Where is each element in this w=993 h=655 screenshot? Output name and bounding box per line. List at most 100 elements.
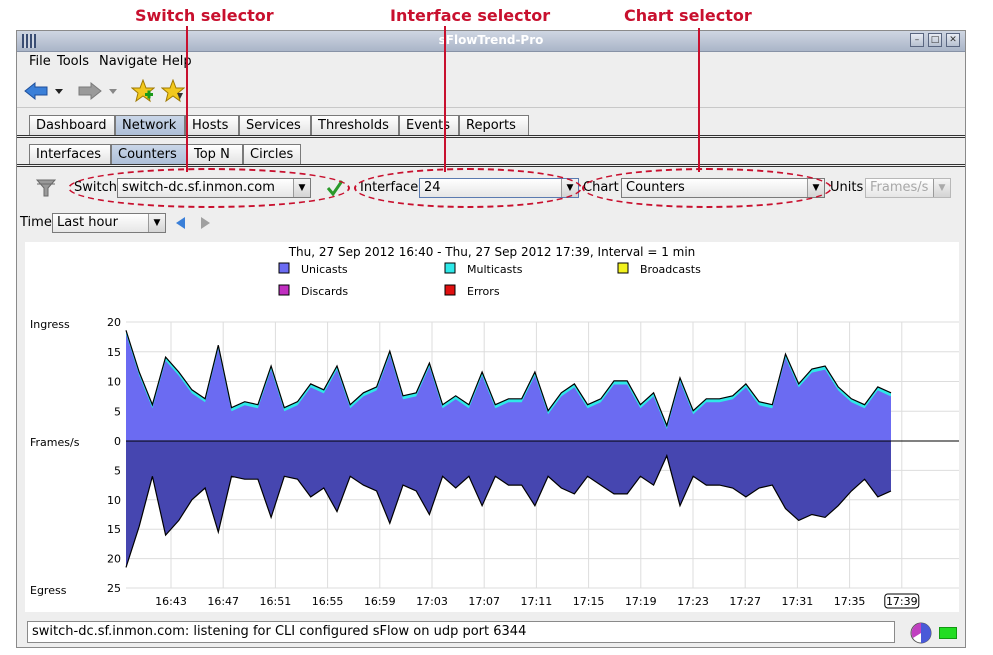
legend-label: Unicasts — [301, 263, 348, 276]
ingress-tick-label: 15 — [107, 346, 121, 359]
tab-interfaces[interactable]: Interfaces — [29, 144, 111, 164]
menu-tools[interactable]: Tools — [57, 54, 90, 69]
toolbar — [17, 75, 965, 108]
x-tick-label: 16:55 — [312, 595, 344, 608]
bookmarks-icon[interactable] — [161, 79, 185, 103]
current-time-marker — [884, 593, 920, 609]
interface-selector-highlight — [354, 168, 582, 208]
x-tick-label: 17:11 — [521, 595, 553, 608]
ylabel-frames: Frames/s — [30, 436, 80, 449]
legend-label: Broadcasts — [640, 263, 701, 276]
tab-services[interactable]: Services — [239, 115, 311, 135]
time-select-value: Last hour — [57, 215, 118, 230]
egress-tick-label: 10 — [107, 494, 121, 507]
sub-tab-divider — [17, 164, 965, 167]
maximize-icon[interactable]: □ — [928, 33, 942, 47]
tab-counters[interactable]: Counters — [111, 144, 187, 164]
time-forward-icon[interactable] — [198, 216, 212, 230]
menu-navigate[interactable]: Navigate — [99, 54, 158, 69]
chart-axes: 20 15 10 5 0 5 10 15 20 25 16:43 16:47 16:51 16:55 16:… — [107, 316, 959, 609]
tab-thresholds[interactable]: Thresholds — [311, 115, 399, 135]
tab-top-n[interactable]: Top N — [187, 144, 243, 164]
legend-swatch — [278, 284, 290, 296]
menu-bar: File Tools Navigate Help — [17, 52, 965, 72]
chart-legend: Unicasts Multicasts Broadcasts Discards Erro… — [278, 262, 701, 298]
x-tick-label: 16:43 — [155, 595, 187, 608]
ingress-tick-label: 5 — [114, 405, 121, 418]
chart-selector-highlight — [582, 168, 832, 208]
egress-tick-label: 20 — [107, 553, 121, 566]
series-ingress-line — [125, 330, 892, 428]
x-tick-label: 17:23 — [677, 595, 709, 608]
filter-icon[interactable] — [35, 177, 57, 199]
tab-events[interactable]: Events — [399, 115, 459, 135]
menu-file[interactable]: File — [29, 54, 51, 69]
x-tick-label: 16:51 — [260, 595, 292, 608]
x-tick-label: 17:03 — [416, 595, 448, 608]
annotation-line-switch — [186, 26, 188, 172]
switch-selector-highlight — [68, 168, 350, 208]
ingress-tick-label: 0 — [114, 435, 121, 448]
x-tick-label: 16:47 — [207, 595, 239, 608]
x-tick-label: 17:27 — [729, 595, 761, 608]
annotation-chart-selector: Chart selector — [624, 6, 752, 25]
app-icon — [22, 34, 36, 48]
legend-label: Discards — [301, 285, 348, 298]
time-back-icon[interactable] — [174, 216, 188, 230]
units-select[interactable]: Frames/s ▼ — [865, 178, 951, 198]
status-message: switch-dc.sf.inmon.com: listening for CL… — [32, 624, 527, 639]
egress-tick-label: 15 — [107, 523, 121, 536]
tab-dashboard[interactable]: Dashboard — [29, 115, 115, 135]
tab-reports[interactable]: Reports — [459, 115, 529, 135]
x-tick-label: 16:59 — [364, 595, 396, 608]
chevron-down-icon[interactable]: ▼ — [933, 179, 950, 197]
x-tick-label: 17:39 — [886, 595, 918, 608]
x-tick-label: 17:07 — [468, 595, 500, 608]
legend-swatch — [444, 284, 456, 296]
tab-hosts[interactable]: Hosts — [185, 115, 239, 135]
status-field: switch-dc.sf.inmon.com: listening for CL… — [27, 621, 895, 643]
annotation-line-chart — [698, 28, 700, 172]
connection-status-icon — [939, 627, 957, 639]
minimize-icon[interactable]: – — [910, 33, 924, 47]
annotation-interface-selector: Interface selector — [390, 6, 551, 25]
series-unicasts-area — [126, 333, 891, 441]
ingress-tick-label: 20 — [107, 316, 121, 329]
legend-swatch — [278, 262, 290, 274]
series-egress-area — [126, 441, 891, 568]
legend-swatch — [444, 262, 456, 274]
units-select-value: Frames/s — [870, 180, 929, 195]
chart-panel: Thu, 27 Sep 2012 16:40 - Thu, 27 Sep 201… — [25, 242, 959, 612]
annotation-line-interface — [444, 26, 446, 172]
tab-circles[interactable]: Circles — [243, 144, 301, 164]
x-tick-label: 17:19 — [625, 595, 657, 608]
legend-label: Errors — [467, 285, 500, 298]
app-window: sFlowTrend-Pro – □ ✕ File Tools Navigate… — [16, 30, 966, 648]
annotation-switch-selector: Switch selector — [135, 6, 274, 25]
ylabel-ingress: Ingress — [30, 318, 70, 331]
close-icon[interactable]: ✕ — [946, 33, 960, 47]
activity-icon — [910, 622, 932, 644]
back-icon[interactable] — [23, 81, 71, 101]
forward-icon[interactable] — [77, 81, 125, 101]
units-label: Units — [830, 180, 864, 195]
counters-chart: Thu, 27 Sep 2012 16:40 - Thu, 27 Sep 201… — [30, 245, 959, 609]
chart-plot — [125, 330, 892, 568]
title-bar[interactable]: sFlowTrend-Pro – □ ✕ — [17, 31, 965, 52]
add-bookmark-icon[interactable] — [131, 79, 155, 103]
time-select[interactable]: Last hour ▼ — [52, 213, 166, 233]
ingress-tick-label: 10 — [107, 376, 121, 389]
main-tab-divider — [17, 135, 965, 138]
menu-help[interactable]: Help — [162, 54, 192, 69]
x-tick-label: 17:15 — [573, 595, 605, 608]
time-label: Time — [20, 215, 52, 230]
legend-label: Multicasts — [467, 263, 523, 276]
egress-tick-label: 25 — [107, 582, 121, 595]
tab-network[interactable]: Network — [115, 115, 185, 135]
chevron-down-icon[interactable]: ▼ — [148, 214, 165, 232]
chart-title: Thu, 27 Sep 2012 16:40 - Thu, 27 Sep 201… — [288, 245, 696, 259]
series-egress-line — [125, 453, 892, 568]
ylabel-egress: Egress — [30, 584, 67, 597]
legend-swatch — [617, 262, 629, 274]
x-tick-label: 17:31 — [782, 595, 814, 608]
